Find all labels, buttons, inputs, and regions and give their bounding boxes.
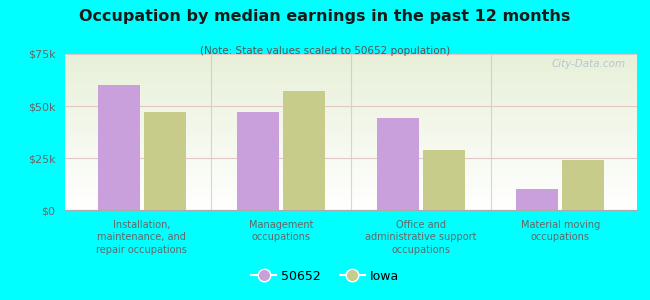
Bar <box>377 118 419 210</box>
Bar <box>283 92 325 210</box>
Bar <box>98 85 140 210</box>
Legend: 50652, Iowa: 50652, Iowa <box>246 265 404 288</box>
Bar <box>516 189 558 210</box>
Bar <box>562 160 604 210</box>
Text: (Note: State values scaled to 50652 population): (Note: State values scaled to 50652 popu… <box>200 46 450 56</box>
Bar <box>423 150 465 210</box>
Text: Occupation by median earnings in the past 12 months: Occupation by median earnings in the pas… <box>79 9 571 24</box>
Text: City-Data.com: City-Data.com <box>551 59 625 69</box>
Bar <box>237 112 279 210</box>
Bar <box>144 112 186 210</box>
